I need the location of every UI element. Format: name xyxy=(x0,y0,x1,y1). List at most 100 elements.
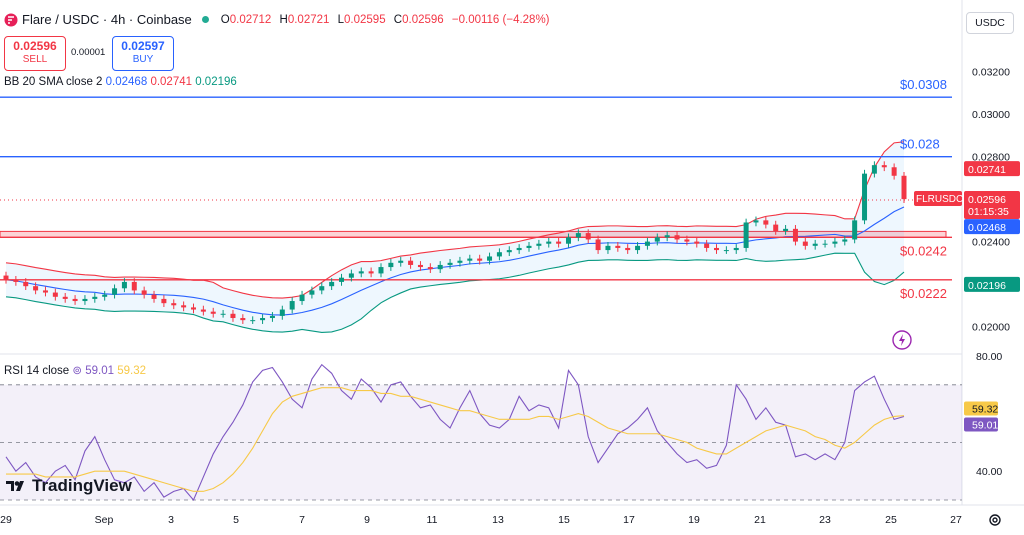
candle-body xyxy=(487,256,493,261)
lightning-icon[interactable] xyxy=(892,330,912,350)
buy-label: BUY xyxy=(132,54,154,65)
bb-basis-value: 0.02468 xyxy=(105,76,148,88)
rsi-label: RSI 14 close xyxy=(4,365,70,377)
y-tick-label: 0.03000 xyxy=(972,109,1010,121)
rsi-tag-bg xyxy=(964,401,998,416)
candle-body xyxy=(704,243,710,248)
x-tick-label: 11 xyxy=(427,514,438,526)
candle-body xyxy=(792,228,798,242)
currency-button[interactable]: USDC xyxy=(966,12,1014,34)
candle-body xyxy=(674,235,680,240)
y-tick-label: 0.02000 xyxy=(972,322,1010,334)
x-tick-label: 15 xyxy=(558,514,570,526)
candle-body xyxy=(220,313,226,315)
candle-body xyxy=(832,241,838,244)
candle-body xyxy=(250,320,256,322)
candle-body xyxy=(506,250,512,253)
candle-body xyxy=(398,260,404,263)
candle-body xyxy=(279,309,285,316)
candle-body xyxy=(763,220,769,225)
candle-body xyxy=(842,239,848,242)
candle-body xyxy=(743,222,749,248)
candle-body xyxy=(417,264,423,268)
candle-body xyxy=(595,239,601,251)
flare-logo-icon xyxy=(4,13,18,26)
candle-body xyxy=(309,290,315,295)
candle-body xyxy=(556,241,562,244)
candle-body xyxy=(329,281,335,287)
rsi-icon: ⊚ xyxy=(72,365,83,377)
rsi-line xyxy=(5,363,905,502)
candle-body xyxy=(447,262,453,265)
candle-body xyxy=(289,301,295,310)
candle-body xyxy=(891,167,897,176)
price-tag-value: 0.02468 xyxy=(968,222,1006,234)
candle-body xyxy=(516,247,522,251)
candle-body xyxy=(714,247,720,251)
candle-body xyxy=(723,250,729,252)
candle-body xyxy=(822,243,828,245)
candle-body xyxy=(358,271,364,274)
candle-body xyxy=(664,235,670,238)
x-tick-label: 7 xyxy=(299,514,305,526)
candle-body xyxy=(260,318,266,321)
bollinger-legend[interactable]: BB 20 SMA close 2 0.02468 0.02741 0.0219… xyxy=(4,76,237,88)
candle-body xyxy=(585,233,591,240)
candle-body xyxy=(171,303,177,306)
close-value: 0.02596 xyxy=(402,13,444,26)
candle-body xyxy=(526,245,532,248)
candle-body xyxy=(42,290,48,293)
countdown-timer: 01:15:35 xyxy=(968,206,1009,218)
sell-price: 0.02596 xyxy=(13,39,57,53)
candle-body xyxy=(72,298,78,302)
market-open-indicator xyxy=(201,16,209,23)
settings-gear-icon[interactable] xyxy=(988,513,1002,527)
symbol-title[interactable]: Flare / USDC · 4h · Coinbase xyxy=(22,12,192,27)
price-tag-value: 0.02596 xyxy=(968,194,1006,206)
rsi-tag-value: 59.01 xyxy=(972,419,998,431)
y-tick-label: 0.03200 xyxy=(972,67,1010,79)
candle-body xyxy=(812,243,818,246)
candle-body xyxy=(684,239,690,242)
candle-body xyxy=(437,264,443,270)
x-tick-label: 27 xyxy=(950,514,962,526)
price-tag-bg xyxy=(914,190,962,206)
buy-button[interactable]: 0.02597 BUY xyxy=(112,36,174,71)
rsi-tag-value: 59.32 xyxy=(972,404,998,416)
level-label-0: $0.0308 xyxy=(900,77,947,92)
candle-body xyxy=(852,220,858,240)
candle-body xyxy=(141,290,147,295)
level-label-2: $0.0242 xyxy=(900,243,947,258)
spread-value: 0.00001 xyxy=(71,47,106,58)
candle-body xyxy=(181,305,187,308)
candle-body xyxy=(408,260,414,265)
candle-body xyxy=(3,275,9,280)
candle-body xyxy=(13,279,19,282)
candle-body xyxy=(635,245,641,251)
candle-body xyxy=(92,296,98,299)
candle-body xyxy=(388,262,394,268)
candle-body xyxy=(467,258,473,261)
candle-body xyxy=(753,220,759,223)
bb-basis-line xyxy=(5,206,905,316)
candle-body xyxy=(773,224,779,231)
candle-body xyxy=(368,271,374,274)
candle-body xyxy=(546,241,552,244)
high-value: 0.02721 xyxy=(287,13,330,26)
candle-body xyxy=(339,277,345,282)
candle-body xyxy=(52,292,58,297)
candle-body xyxy=(348,273,354,278)
x-tick-label: 5 xyxy=(233,514,239,526)
candle-body xyxy=(694,241,700,244)
candle-body xyxy=(319,286,325,291)
candle-body xyxy=(802,241,808,246)
candle-body xyxy=(62,296,68,299)
rsi-legend[interactable]: RSI 14 close ⊚ 59.01 59.32 xyxy=(4,363,146,377)
candle-body xyxy=(102,294,108,297)
candle-body xyxy=(733,247,739,251)
candle-body xyxy=(200,309,206,312)
x-tick-label: 9 xyxy=(364,514,370,526)
sell-button[interactable]: 0.02596 SELL xyxy=(4,36,66,71)
low-value: 0.02595 xyxy=(344,13,386,26)
